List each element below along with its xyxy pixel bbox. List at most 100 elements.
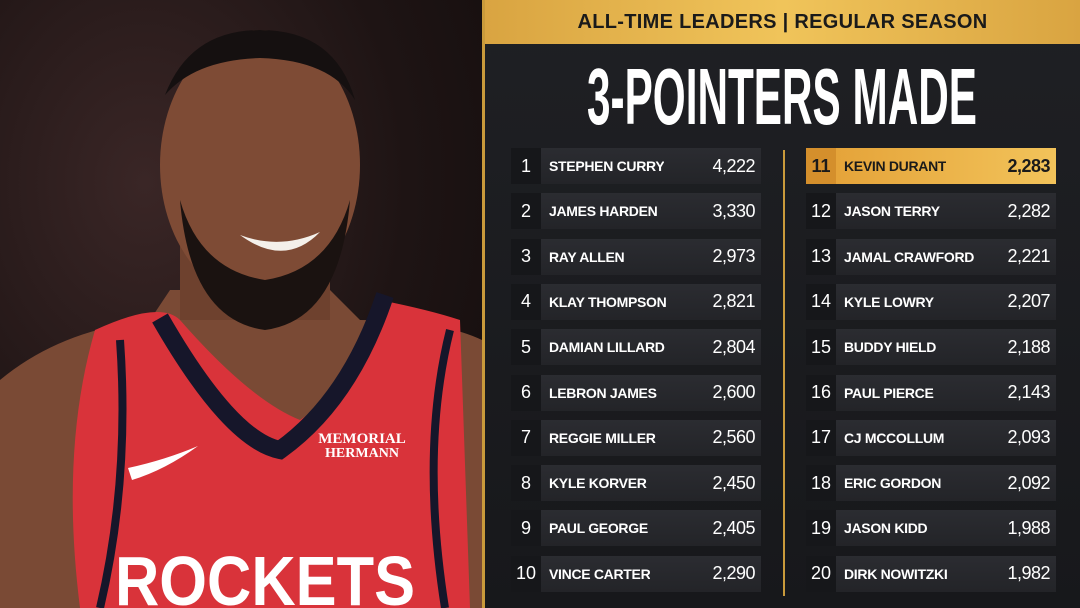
three-pointers-made: 2,207	[1007, 291, 1050, 312]
rank: 15	[810, 336, 832, 357]
rank-cell: 8	[511, 465, 541, 502]
leader-row: 18 ERIC GORDON 2,092	[806, 465, 1056, 502]
player-name: KYLE LOWRY	[844, 293, 934, 310]
player-cell: VINCE CARTER 2,290	[541, 555, 761, 592]
rank: 17	[810, 427, 832, 448]
rank-cell: 12	[806, 193, 836, 230]
three-pointers-made: 4,222	[712, 155, 755, 176]
rank: 19	[810, 517, 832, 538]
player-cell: KYLE KORVER 2,450	[541, 465, 761, 502]
player-name: ERIC GORDON	[844, 475, 942, 492]
player-name: RAY ALLEN	[549, 248, 625, 265]
header-subtitle: ALL-TIME LEADERS | REGULAR SEASON	[577, 10, 988, 33]
rank-cell: 3	[511, 238, 541, 275]
three-pointers-made: 3,330	[712, 200, 755, 221]
rank: 7	[520, 427, 531, 448]
player-cell: JASON TERRY 2,282	[836, 193, 1056, 230]
leader-row: 1 STEPHEN CURRY 4,222	[511, 148, 761, 184]
header-banner: ALL-TIME LEADERS | REGULAR SEASON	[485, 0, 1080, 44]
player-name: JASON KIDD	[844, 520, 928, 537]
rank-cell: 15	[806, 329, 836, 366]
player-name: JAMAL CRAWFORD	[844, 248, 975, 265]
leader-row: 5 DAMIAN LILLARD 2,804	[511, 329, 761, 366]
rank: 9	[520, 517, 531, 538]
leader-row: 12 JASON TERRY 2,282	[806, 193, 1056, 230]
player-cell: DIRK NOWITZKI 1,982	[836, 555, 1056, 592]
player-cell: PAUL GEORGE 2,405	[541, 510, 761, 547]
player-cell: BUDDY HIELD 2,188	[836, 329, 1056, 366]
jersey-team: ROCKETS	[115, 542, 415, 608]
player-name: PAUL PIERCE	[844, 384, 934, 401]
three-pointers-made: 2,405	[712, 517, 755, 538]
leader-row: 19 JASON KIDD 1,988	[806, 510, 1056, 547]
player-cell: JAMAL CRAWFORD 2,221	[836, 238, 1056, 275]
player-name: JASON TERRY	[844, 203, 940, 220]
leader-row: 3 RAY ALLEN 2,973	[511, 238, 761, 275]
rank: 6	[520, 382, 531, 402]
three-pointers-made: 2,143	[1007, 382, 1050, 402]
player-illustration: MEMORIAL HERMANN ROCKETS	[0, 30, 482, 608]
leader-row: 20 DIRK NOWITZKI 1,982	[806, 555, 1056, 592]
player-name: REGGIE MILLER	[549, 429, 656, 446]
rank: 11	[811, 155, 831, 176]
leader-row: 2 JAMES HARDEN 3,330	[511, 193, 761, 230]
player-cell: KEVIN DURANT 2,283	[836, 148, 1056, 184]
player-name: KYLE KORVER	[549, 475, 647, 492]
player-name: LEBRON JAMES	[549, 384, 657, 401]
rank: 10	[515, 563, 537, 584]
three-pointers-made: 2,560	[712, 427, 755, 448]
rank: 3	[520, 246, 531, 267]
player-cell: KYLE LOWRY 2,207	[836, 283, 1056, 320]
rank-cell: 18	[806, 465, 836, 502]
player-cell: LEBRON JAMES 2,600	[541, 374, 761, 411]
leader-row: 9 PAUL GEORGE 2,405	[511, 510, 761, 547]
rank: 16	[810, 382, 832, 402]
leader-row: 14 KYLE LOWRY 2,207	[806, 283, 1056, 320]
rank-cell: 4	[511, 283, 541, 320]
rank-cell: 16	[806, 374, 836, 411]
title-text: 3-POINTERS MADE	[587, 52, 977, 134]
player-name: CJ MCCOLLUM	[844, 429, 945, 446]
player-cell: KLAY THOMPSON 2,821	[541, 283, 761, 320]
rank-cell: 14	[806, 283, 836, 320]
rank-cell: 17	[806, 419, 836, 456]
rank-cell: 10	[511, 555, 541, 592]
player-cell: ERIC GORDON 2,092	[836, 465, 1056, 502]
rank-cell: 5	[511, 329, 541, 366]
three-pointers-made: 2,804	[712, 336, 755, 357]
rank-cell: 6	[511, 374, 541, 411]
rank-cell: 2	[511, 193, 541, 230]
three-pointers-made: 2,600	[712, 382, 755, 402]
rank: 13	[810, 246, 832, 267]
three-pointers-made: 2,450	[712, 472, 755, 493]
three-pointers-made: 2,093	[1007, 427, 1050, 448]
three-pointers-made: 2,973	[712, 246, 755, 267]
player-cell: PAUL PIERCE 2,143	[836, 374, 1056, 411]
leader-row: 8 KYLE KORVER 2,450	[511, 465, 761, 502]
three-pointers-made: 2,188	[1007, 336, 1050, 357]
player-name: BUDDY HIELD	[844, 339, 937, 356]
leader-row: 17 CJ MCCOLLUM 2,093	[806, 419, 1056, 456]
player-cell: JASON KIDD 1,988	[836, 510, 1056, 547]
player-name: DIRK NOWITZKI	[844, 565, 948, 582]
rank: 20	[810, 563, 832, 584]
leader-row: 11 KEVIN DURANT 2,283	[806, 148, 1056, 184]
rank-cell: 11	[806, 148, 836, 184]
player-name: PAUL GEORGE	[549, 520, 648, 537]
rank: 12	[810, 200, 832, 221]
rank-cell: 7	[511, 419, 541, 456]
rank-cell: 19	[806, 510, 836, 547]
player-name: STEPHEN CURRY	[549, 158, 665, 174]
three-pointers-made: 2,821	[712, 291, 755, 312]
leaderboard-panel: ALL-TIME LEADERS | REGULAR SEASON 3-POIN…	[482, 0, 1080, 608]
three-pointers-made: 2,221	[1007, 246, 1050, 267]
rank: 4	[520, 291, 531, 312]
three-pointers-made: 2,283	[1007, 155, 1050, 176]
jersey-sponsor-line2: HERMANN	[325, 446, 399, 461]
leader-row: 16 PAUL PIERCE 2,143	[806, 374, 1056, 411]
player-photo: MEMORIAL HERMANN ROCKETS	[0, 0, 482, 608]
player-name: VINCE CARTER	[549, 565, 651, 582]
rank: 14	[810, 291, 832, 312]
player-cell: JAMES HARDEN 3,330	[541, 193, 761, 230]
leader-row: 13 JAMAL CRAWFORD 2,221	[806, 238, 1056, 275]
